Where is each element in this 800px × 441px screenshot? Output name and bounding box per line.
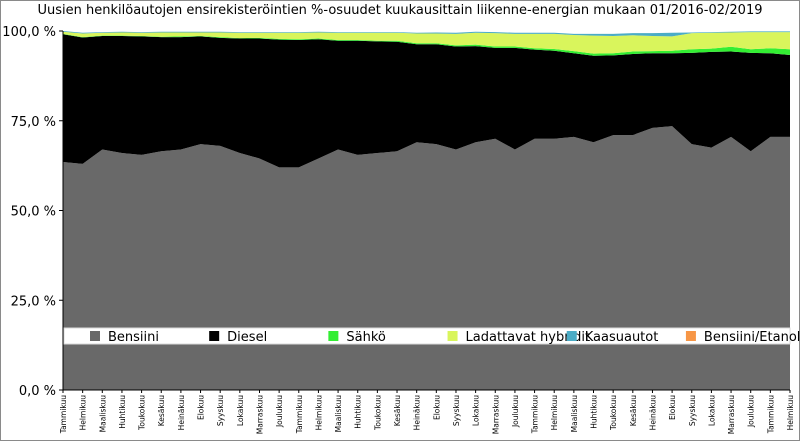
y-tick-label: 0,0 % [19,384,56,399]
x-tick-label: Toukokuu [138,395,147,431]
x-tick-label: Huhtikuu [118,395,127,429]
x-tick-label: Joulukuu [747,395,756,428]
x-tick-label: Syyskuu [216,395,225,426]
legend-swatch [447,331,458,341]
x-tick-label: Toukokuu [609,395,618,431]
x-tick-label: Syyskuu [688,395,697,426]
x-tick-label: Joulukuu [511,395,520,428]
area-series-4 [63,31,790,37]
area-series-1 [63,34,790,168]
x-tick-label: Elokuu [668,395,677,420]
legend-swatch [90,331,100,341]
x-tick-label: Huhtikuu [354,395,363,429]
x-tick-label: Lokakuu [707,395,716,426]
legend-swatch [566,331,577,341]
x-tick-label: Syyskuu [452,395,461,426]
area-series-0 [63,126,790,390]
y-tick-label: 50,0 % [11,205,56,220]
x-tick-label: Helmikuu [550,395,559,431]
x-tick-label: Marraskuu [255,395,264,434]
series-areas [63,31,790,390]
x-tick-label: Heinäkuu [413,395,422,431]
area-series-3 [63,31,790,54]
legend-swatch [328,331,339,341]
axes: 0,0 % 25,0 % 50,0 % 75,0 % 100,0 % Tammikuu He… [2,25,795,434]
x-tick-label: Helmikuu [79,395,88,431]
x-tick-label: Joulukuu [275,395,284,428]
legend-label: Bensiini/Etanoli [704,330,800,345]
legend-swatch [209,331,220,341]
x-tick-label: Maaliskuu [334,395,343,433]
x-tick-label: Huhtikuu [590,395,599,429]
x-tick-label: Helmikuu [786,395,795,431]
x-tick-label: Tammikuu [531,395,540,434]
x-tick-label: Heinäkuu [648,395,657,431]
x-tick-label: Elokuu [197,395,206,420]
legend-label: Sähkö [346,330,386,345]
x-tick-label: Kesäkuu [157,395,166,427]
area-series-2 [63,33,790,56]
x-tick-label: Kesäkuu [393,395,402,427]
x-tick-label: Tammikuu [766,395,775,434]
x-tick-label: Helmikuu [314,395,323,431]
x-tick-label: Marraskuu [491,395,500,434]
y-tick-label: 75,0 % [11,115,56,130]
legend-label: Ladattavat hybridit [466,330,591,345]
x-tick-label: Kesäkuu [629,395,638,427]
x-tick-label: Elokuu [432,395,441,420]
x-tick-label: Heinäkuu [177,395,186,431]
x-tick-label: Lokakuu [236,395,245,426]
legend-swatch [685,331,696,341]
y-tick-label: 100,0 % [2,25,56,40]
legend: Bensiini Diesel Sähkö Ladattavat hybriditKa… [63,327,800,345]
x-tick-label: Toukokuu [373,395,382,431]
x-tick-label: Maaliskuu [98,395,107,433]
x-tick-label: Marraskuu [727,395,736,434]
legend-label: Bensiini [108,330,159,345]
legend-box [63,327,791,345]
x-tick-label: Tammikuu [59,395,68,434]
x-tick-label: Maaliskuu [570,395,579,433]
legend-label: Diesel [227,330,267,345]
y-tick-label: 25,0 % [11,294,56,309]
chart-title: Uusien henkilöautojen ensirekisteröintie… [37,3,763,18]
x-tick-label: Tammikuu [295,395,304,434]
legend-label: Kaasuautot [585,330,659,345]
x-tick-label: Lokakuu [472,395,481,426]
